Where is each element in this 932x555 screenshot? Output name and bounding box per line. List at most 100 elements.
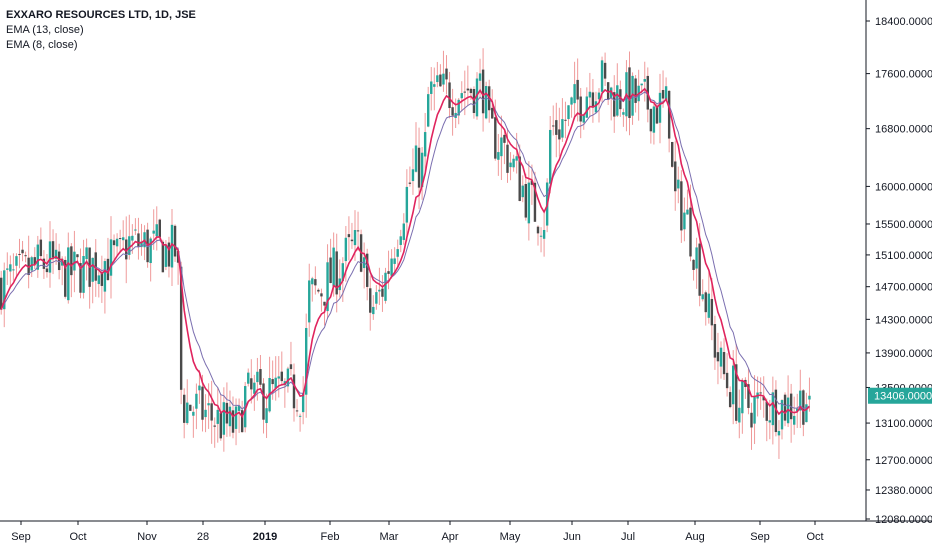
candle-body [67,247,69,300]
candle-body [58,252,60,271]
candle-body [186,403,188,424]
candle-body [461,93,463,98]
chart-title: EXXARO RESOURCES LTD, 1D, JSE [6,8,196,23]
candle-body [296,410,298,411]
time-tick-label: Apr [441,531,458,543]
price-tick-label: 17600.00000 [875,69,932,81]
candle-body [567,105,569,119]
last-price-label: 13406.00000 [874,391,932,403]
candle-body [415,146,417,172]
candle-body [650,109,652,131]
candle-body [290,364,292,369]
candle-body [769,420,771,422]
candle-body [201,387,203,420]
price-tick-label: 15100.00000 [875,250,932,262]
candle-body [384,273,386,301]
candle-body [390,259,392,276]
candle-body [451,107,453,115]
candle-body [717,352,719,361]
candle-body [320,293,322,296]
candle-body [561,119,563,138]
candle-body [674,161,676,191]
candle-body [558,129,560,139]
candle-body [387,271,389,274]
candle-body [235,406,237,428]
candle-body [723,352,725,374]
candle-body [448,82,450,108]
candle-body [18,254,20,255]
candle-body [778,431,780,435]
price-tick-label: 12700.00000 [875,455,932,467]
candle-body [677,180,679,189]
candle-body [168,243,170,267]
candle-body [601,60,603,92]
candle-body [70,246,72,275]
candle-body [195,394,197,409]
candle-body [110,239,112,275]
candle-body [131,236,133,241]
candle-body [576,80,578,100]
candle-body [113,240,115,245]
candle-body [345,238,347,261]
candle-body [12,269,14,270]
candle-body [104,261,106,292]
candle-body [522,186,524,198]
candle-body [278,376,280,378]
candle-body [616,85,618,115]
candle-body [271,379,273,384]
ema-lines-layer [1,89,809,417]
candle-body [702,294,704,299]
time-tick-label: Sep [11,531,31,543]
candle-body [491,108,493,119]
candle-body [40,240,42,256]
candle-body [714,324,716,358]
candle-body [232,410,234,432]
candle-body [253,383,255,394]
legend-ema-13: EMA (13, close) [6,23,196,38]
candle-body [750,413,752,428]
candle-body [589,92,591,98]
time-tick-label: Aug [685,531,705,543]
time-tick-label: Mar [380,531,399,543]
candle-body [351,240,353,242]
candle-body [357,230,359,231]
candle-body [256,372,258,382]
candle-body [552,125,554,126]
candle-body [293,375,295,409]
candle-body [52,241,54,257]
candle-body [134,230,136,231]
candle-body [470,89,472,93]
candle-body [430,81,432,93]
price-tick-label: 16800.00000 [875,124,932,136]
candle-body [573,84,575,103]
candle-body [720,348,722,367]
candle-body [397,249,399,257]
candle-body [784,395,786,421]
candle-body [174,226,176,257]
candle-body [122,237,124,240]
candle-body [570,97,572,104]
candle-body [119,238,121,239]
candle-body [738,408,740,423]
price-tick-label: 12080.00000 [875,514,932,526]
candle-body [604,63,606,79]
candle-body [708,294,710,318]
time-tick-label: Feb [321,531,340,543]
candle-body [772,392,774,425]
price-tick-label: 12380.00000 [875,485,932,497]
price-tick-label: 16000.00000 [875,181,932,193]
candle-body [653,106,655,132]
candle-body [378,290,380,292]
candle-body [506,145,508,173]
candle-body [210,403,212,420]
candle-body [153,231,155,234]
candle-body [15,256,17,266]
candle-body [766,402,768,421]
candle-body [403,224,405,240]
candle-body [354,230,356,245]
candle-body [156,224,158,236]
candle-body [323,302,325,306]
candle-body [698,244,700,296]
